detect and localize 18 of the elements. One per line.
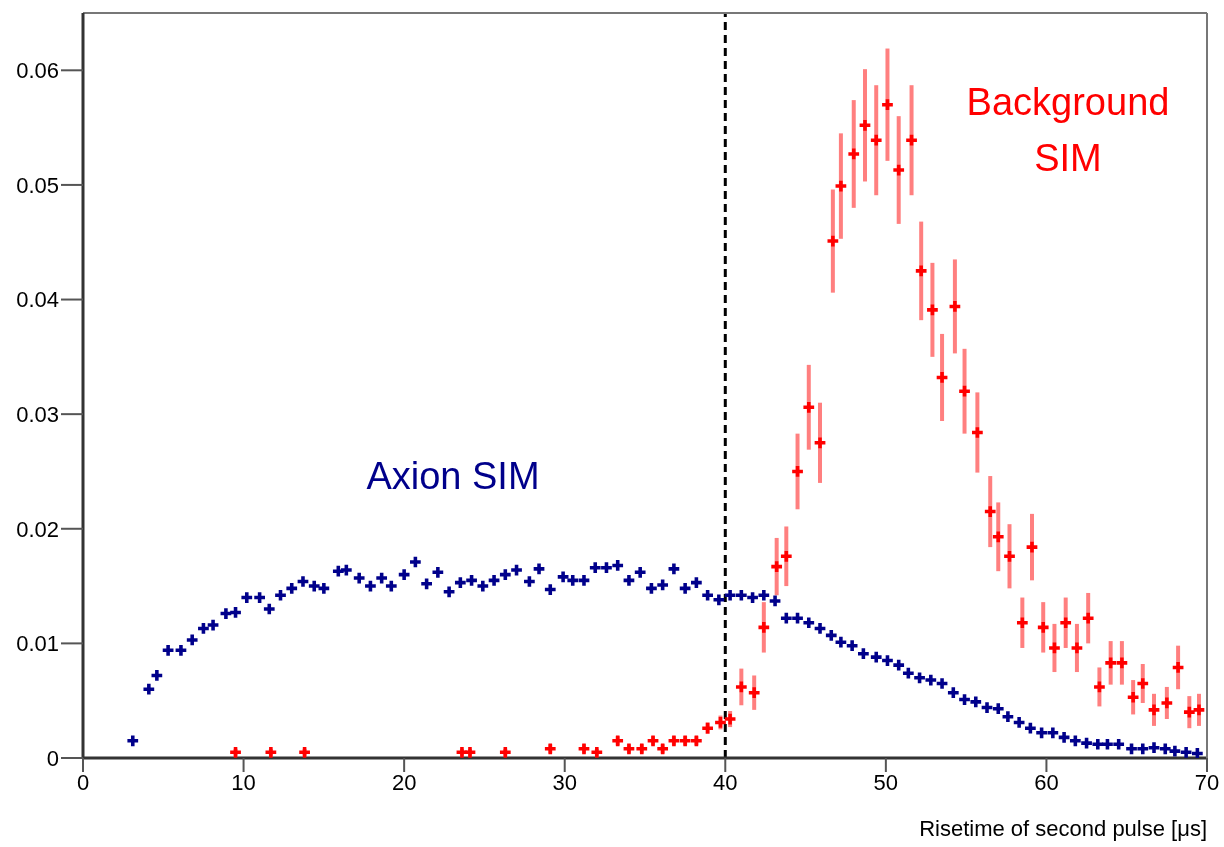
y-tick-label: 0: [46, 745, 59, 771]
series-label: Axion SIM: [365, 454, 541, 499]
x-tick-label: 10: [231, 769, 256, 795]
x-tick-label: 0: [76, 769, 90, 795]
x-axis-title: Risetime of second pulse [μs]: [919, 816, 1207, 842]
y-tick-label: 0.02: [16, 516, 59, 542]
y-tick-label: 0.01: [16, 631, 59, 657]
x-tick-label: 20: [391, 769, 417, 795]
x-tick-label: 70: [1194, 769, 1220, 795]
series-label: Background SIM: [965, 80, 1171, 181]
y-tick-label: 0.04: [16, 287, 59, 313]
x-tick-label: 40: [713, 769, 738, 795]
x-tick-label: 30: [552, 769, 577, 795]
x-tick-label: 50: [873, 769, 899, 795]
y-tick-label: 0.06: [16, 58, 59, 84]
x-tick-label: 60: [1034, 769, 1059, 795]
y-tick-label: 0.03: [16, 401, 59, 427]
y-tick-label: 0.05: [16, 172, 59, 198]
